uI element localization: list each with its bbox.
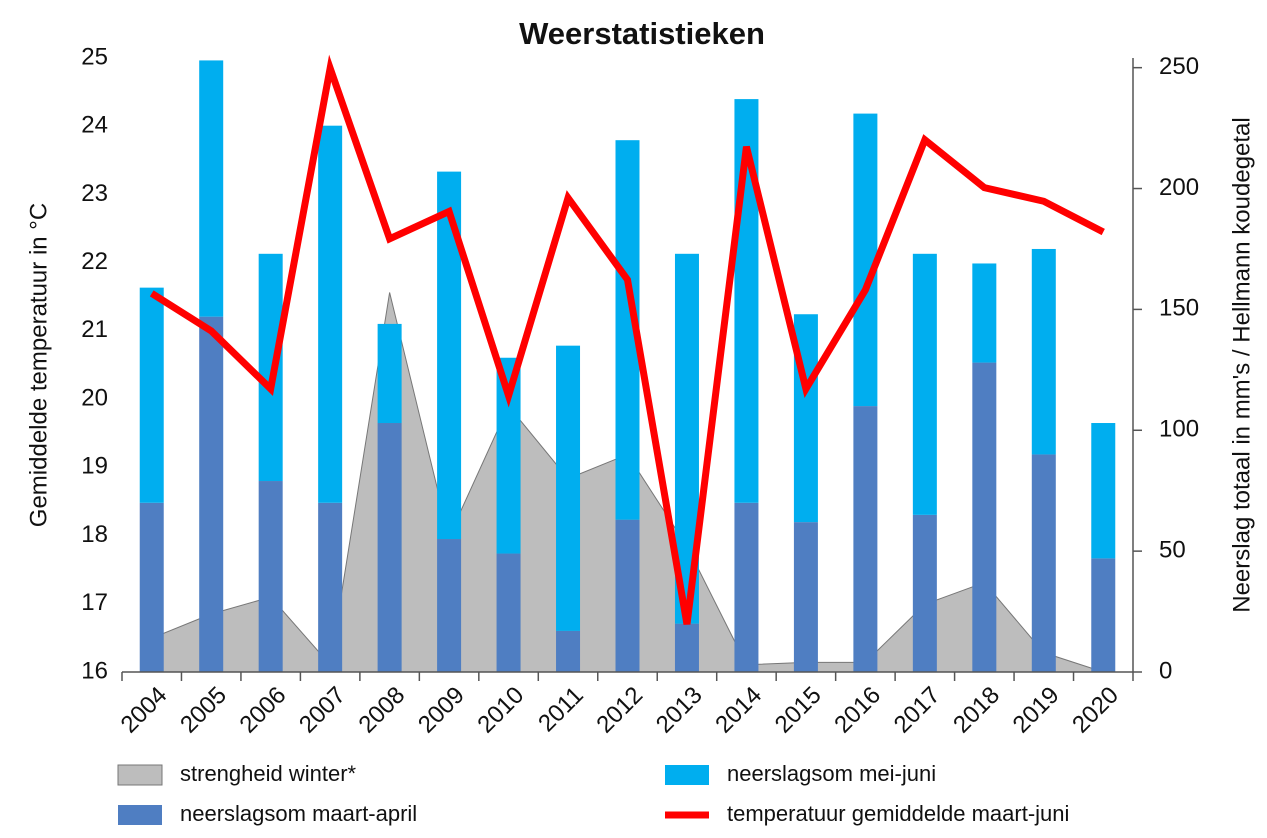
bar <box>1031 248 1056 455</box>
y-tick-label: 21 <box>81 316 108 343</box>
bar <box>972 362 997 672</box>
bar <box>258 253 283 482</box>
y-tick-label: 18 <box>81 521 108 548</box>
x-tick-label: 2015 <box>770 682 827 739</box>
bar <box>377 323 402 424</box>
x-tick-label: 2019 <box>1008 682 1065 739</box>
x-tick-label: 2009 <box>413 682 470 739</box>
x-tick-label: 2008 <box>354 682 411 739</box>
bar <box>318 502 343 672</box>
x-tick-label: 2013 <box>651 682 708 739</box>
bar <box>853 113 878 407</box>
y2-tick-label: 250 <box>1159 53 1199 80</box>
bar <box>615 519 640 672</box>
y2-tick-label: 150 <box>1159 295 1199 322</box>
line <box>149 54 1105 625</box>
legend-swatch <box>665 765 709 785</box>
bar <box>199 316 224 672</box>
legend-swatch <box>118 805 162 825</box>
bar <box>1031 454 1056 672</box>
bar <box>437 539 462 672</box>
x-tick-label: 2017 <box>889 682 946 739</box>
bar <box>139 287 164 503</box>
bar <box>556 345 581 631</box>
bar <box>199 60 224 317</box>
x-tick-label: 2004 <box>116 682 173 739</box>
bar <box>556 630 581 672</box>
bar <box>793 522 818 672</box>
bar <box>972 263 997 363</box>
y-tick-label: 25 <box>81 43 108 70</box>
legend-label: neerslagsom maart-april <box>180 801 417 826</box>
legend-label: temperatuur gemiddelde maart-juni <box>727 801 1069 826</box>
bar <box>912 514 937 672</box>
bar <box>734 502 759 672</box>
y2-axis-label: Neerslag totaal in mm's / Hellmann koude… <box>1228 117 1255 613</box>
x-tick-label: 2012 <box>591 682 648 739</box>
legend-label: neerslagsom mei-juni <box>727 761 936 786</box>
y-tick-label: 16 <box>81 657 108 684</box>
y2-tick-label: 50 <box>1159 536 1186 563</box>
bar <box>853 406 878 672</box>
x-tick-label: 2007 <box>294 682 351 739</box>
bar <box>674 623 699 672</box>
legend-swatch <box>117 764 163 786</box>
bar <box>912 253 937 515</box>
bar <box>496 553 521 672</box>
chart-title: Weerstatistieken <box>519 16 765 51</box>
x-tick-label: 2011 <box>533 682 589 738</box>
x-tick-label: 2006 <box>235 682 292 739</box>
y-tick-label: 17 <box>81 589 108 616</box>
y-tick-label: 22 <box>81 248 108 275</box>
bar <box>1091 558 1116 672</box>
y2-tick-label: 200 <box>1159 174 1199 201</box>
x-tick-label: 2016 <box>829 682 886 739</box>
y-tick-label: 20 <box>81 384 108 411</box>
x-tick-label: 2020 <box>1067 682 1124 739</box>
y-tick-label: 19 <box>81 453 108 480</box>
x-tick-label: 2014 <box>710 682 767 739</box>
x-tick-label: 2018 <box>948 682 1005 739</box>
legend-label: strengheid winter* <box>180 761 357 786</box>
y-axis-label: Gemiddelde temperatuur in °C <box>25 203 52 527</box>
y-tick-label: 24 <box>81 112 108 139</box>
bar <box>139 502 164 672</box>
bar <box>1091 423 1116 559</box>
bar <box>377 423 402 672</box>
y2-tick-label: 0 <box>1159 657 1172 684</box>
y2-tick-label: 100 <box>1159 416 1199 443</box>
x-tick-label: 2005 <box>175 682 232 739</box>
y-tick-label: 23 <box>81 180 108 207</box>
bar <box>258 481 283 672</box>
bar <box>318 125 343 503</box>
x-tick-label: 2010 <box>472 682 529 739</box>
